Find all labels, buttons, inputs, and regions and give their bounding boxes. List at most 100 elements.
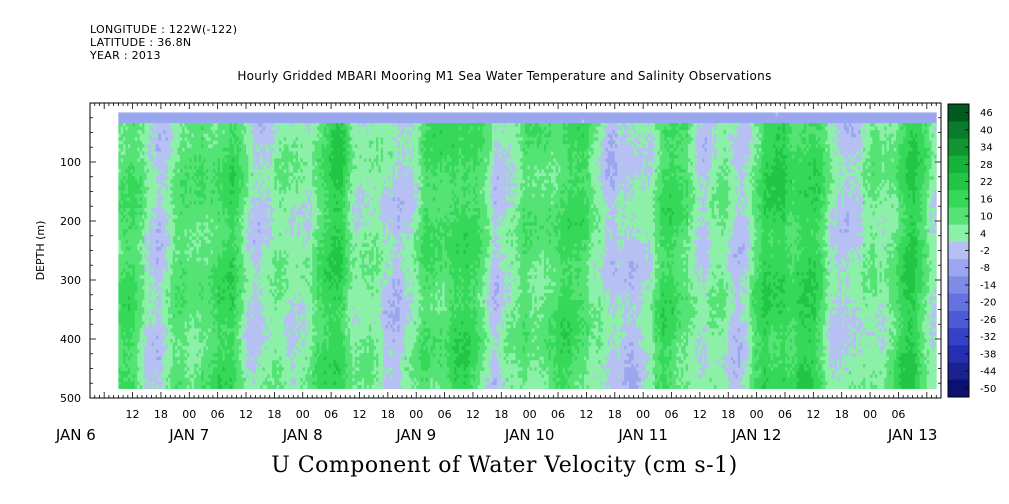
heatmap-cell	[203, 226, 206, 230]
heatmap-cell	[125, 367, 128, 371]
heatmap-cell	[189, 155, 192, 159]
heatmap-cell	[149, 385, 152, 389]
heatmap-cell	[170, 311, 173, 315]
heatmap-cell	[147, 116, 150, 120]
heatmap-cell	[161, 332, 164, 336]
heatmap-cell	[213, 166, 216, 170]
heatmap-cell	[159, 314, 162, 318]
heatmap-cell	[128, 180, 131, 184]
heatmap-cell	[201, 243, 204, 247]
heatmap-cell	[166, 353, 169, 357]
heatmap-cell	[168, 127, 171, 131]
heatmap-cell	[199, 374, 202, 378]
heatmap-cell	[175, 364, 178, 368]
heatmap-cell	[192, 332, 195, 336]
heatmap-cell	[206, 212, 209, 216]
heatmap-cell	[211, 240, 214, 244]
heatmap-cell	[215, 258, 218, 262]
heatmap-cell	[194, 279, 197, 283]
heatmap-cell	[163, 360, 166, 364]
heatmap-cell	[156, 148, 159, 152]
heatmap-cell	[135, 123, 138, 127]
heatmap-cell	[118, 357, 121, 361]
heatmap-cell	[118, 275, 121, 279]
heatmap-cell	[156, 243, 159, 247]
heatmap-cell	[159, 166, 162, 170]
heatmap-cell	[218, 360, 221, 364]
heatmap-cell	[203, 141, 206, 145]
heatmap-cell	[142, 144, 145, 148]
heatmap-cell	[199, 268, 202, 272]
heatmap-cell	[135, 127, 138, 131]
heatmap-cell	[170, 353, 173, 357]
heatmap-cell	[180, 385, 183, 389]
heatmap-cell	[135, 120, 138, 124]
heatmap-cell	[203, 162, 206, 166]
heatmap-cell	[140, 364, 143, 368]
heatmap-cell	[130, 279, 133, 283]
heatmap-cell	[149, 144, 152, 148]
heatmap-cell	[182, 137, 185, 141]
heatmap-cell	[161, 180, 164, 184]
heatmap-cell	[192, 166, 195, 170]
heatmap-cell	[149, 116, 152, 120]
heatmap-cell	[128, 325, 131, 329]
heatmap-cell	[213, 272, 216, 276]
heatmap-cell	[151, 222, 154, 226]
heatmap-cell	[133, 173, 136, 177]
heatmap-cell	[125, 282, 128, 286]
heatmap-cell	[185, 254, 188, 258]
heatmap-cell	[142, 300, 145, 304]
heatmap-cell	[222, 112, 225, 116]
heatmap-cell	[173, 162, 176, 166]
heatmap-cell	[196, 258, 199, 262]
heatmap-cell	[147, 180, 150, 184]
heatmap-cell	[137, 148, 140, 152]
heatmap-cell	[159, 169, 162, 173]
heatmap-cell	[161, 141, 164, 145]
heatmap-cell	[177, 360, 180, 364]
heatmap-cell	[123, 151, 126, 155]
heatmap-cell	[142, 180, 145, 184]
heatmap-cell	[142, 247, 145, 251]
heatmap-cell	[201, 162, 204, 166]
heatmap-cell	[215, 162, 218, 166]
heatmap-cell	[189, 120, 192, 124]
heatmap-cell	[201, 208, 204, 212]
heatmap-cell	[182, 190, 185, 194]
heatmap-cell	[177, 151, 180, 155]
heatmap-cell	[159, 286, 162, 290]
heatmap-cell	[208, 229, 211, 233]
heatmap-cell	[213, 180, 216, 184]
heatmap-cell	[156, 204, 159, 208]
heatmap-cell	[159, 229, 162, 233]
heatmap-cell	[118, 289, 121, 293]
heatmap-cell	[163, 275, 166, 279]
heatmap-cell	[203, 208, 206, 212]
heatmap-cell	[170, 350, 173, 354]
heatmap-cell	[215, 346, 218, 350]
heatmap-cell	[199, 155, 202, 159]
heatmap-cell	[125, 350, 128, 354]
heatmap-cell	[125, 144, 128, 148]
heatmap-cell	[140, 275, 143, 279]
heatmap-cell	[151, 141, 154, 145]
heatmap-cell	[168, 197, 171, 201]
heatmap-cell	[215, 321, 218, 325]
heatmap-cell	[137, 120, 140, 124]
heatmap-cell	[144, 307, 147, 311]
heatmap-cell	[203, 357, 206, 361]
heatmap-cell	[121, 307, 124, 311]
heatmap-cell	[213, 367, 216, 371]
heatmap-cell	[220, 353, 223, 357]
heatmap-cell	[166, 254, 169, 258]
heatmap-cell	[130, 123, 133, 127]
heatmap-cell	[222, 137, 225, 141]
heatmap-cell	[213, 176, 216, 180]
heatmap-cell	[149, 275, 152, 279]
heatmap-cell	[149, 282, 152, 286]
heatmap-cell	[161, 318, 164, 322]
heatmap-cell	[144, 371, 147, 375]
heatmap-cell	[220, 226, 223, 230]
heatmap-cell	[185, 215, 188, 219]
